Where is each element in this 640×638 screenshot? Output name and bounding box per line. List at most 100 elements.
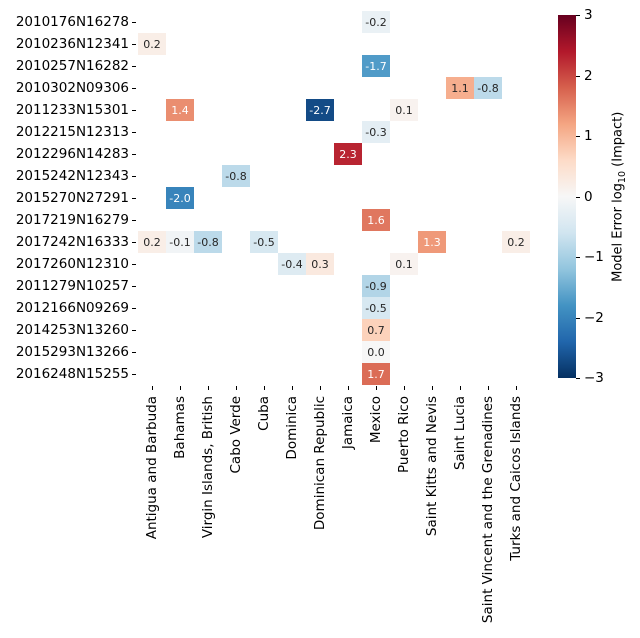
y-tick [132, 220, 136, 221]
x-tick-label-text: Antigua and Barbuda [144, 396, 160, 540]
y-tick-label: 2010176N16278 [15, 14, 129, 30]
x-tick-label-text: Puerto Rico [396, 396, 412, 473]
y-tick [132, 66, 136, 67]
colorbar-tick-label: −2 [584, 309, 604, 326]
heatmap-cell: -0.8 [474, 77, 502, 99]
colorbar-tick [576, 75, 580, 77]
y-tick [132, 242, 136, 243]
colorbar-label: Model Error log10 (Impact) [602, 15, 636, 378]
y-tick-label: 2017219N16279 [15, 212, 129, 228]
colorbar-tick-label: 0 [584, 188, 593, 205]
x-tick-label-text: Cuba [256, 396, 272, 431]
y-tick-label: 2012296N14283 [15, 146, 129, 162]
colorbar-tick [576, 15, 580, 16]
x-tick-label-text: Dominica [284, 396, 300, 460]
y-tick [132, 286, 136, 287]
y-tick [132, 132, 136, 133]
y-tick-label: 2017242N16333 [15, 234, 129, 250]
heatmap-cell: 0.1 [390, 253, 418, 275]
heatmap-cell: 0.2 [502, 231, 530, 253]
y-tick-label: 2011279N10257 [15, 278, 129, 294]
colorbar-tick-label: −3 [584, 370, 604, 386]
x-tick-label-text: Saint Lucia [452, 396, 468, 471]
x-tick-label-text: Saint Vincent and the Grenadines [480, 396, 496, 624]
heatmap-cell: -0.4 [278, 253, 306, 275]
colorbar-tick-label: 2 [584, 67, 593, 84]
x-tick [348, 386, 349, 390]
colorbar-tick-label: 3 [584, 7, 593, 23]
heatmap-cell: -2.7 [306, 99, 334, 121]
y-tick-label: 2012215N12313 [15, 124, 129, 140]
colorbar-label-text: Model Error log10 (Impact) [610, 111, 628, 281]
colorbar-tick [576, 257, 580, 258]
x-tick [432, 386, 433, 390]
y-tick [132, 374, 136, 375]
x-tick-label-text: Bahamas [172, 396, 188, 459]
heatmap-cell: 0.0 [362, 341, 390, 363]
heatmap-cell: -0.8 [194, 231, 222, 253]
colorbar-tick [576, 196, 580, 198]
y-tick-label: 2010236N12341 [15, 36, 129, 52]
x-tick-label-text: Cabo Verde [228, 396, 244, 474]
y-tick [132, 22, 136, 23]
y-tick [132, 264, 136, 265]
x-tick [152, 386, 153, 390]
y-tick [132, 110, 136, 111]
heatmap-cell: 2.3 [334, 143, 362, 165]
heatmap-cell: 0.3 [306, 253, 334, 275]
heatmap-cell: -2.0 [166, 187, 194, 209]
y-tick [132, 308, 136, 309]
heatmap-cell: -0.9 [362, 275, 390, 297]
x-tick-label-text: Jamaica [340, 396, 356, 450]
x-tick-label-text: Turks and Caicos Islands [508, 396, 524, 561]
colorbar-tick-label: −1 [584, 249, 604, 265]
x-tick [264, 386, 265, 390]
heatmap-cell: 1.1 [446, 77, 474, 99]
colorbar-tick [576, 378, 580, 379]
x-tick-label-text: Dominican Republic [312, 396, 328, 531]
x-tick-label-text: Saint Kitts and Nevis [424, 396, 440, 537]
heatmap-cell: 1.3 [418, 231, 446, 253]
heatmap-cell: 0.1 [390, 99, 418, 121]
heatmap-cell: 0.7 [362, 319, 390, 341]
x-tick [320, 386, 321, 390]
x-tick [488, 386, 489, 390]
y-tick-label: 2015270N27291 [15, 190, 129, 206]
y-tick [132, 154, 136, 155]
y-tick [132, 198, 136, 199]
heatmap-cell: -1.7 [362, 55, 390, 77]
y-tick [132, 44, 136, 45]
colorbar-tick [576, 317, 580, 319]
colorbar-label-subscript: 10 [616, 170, 628, 183]
colorbar-tick-label: 1 [584, 128, 593, 144]
y-tick-label: 2016248N15255 [15, 366, 129, 382]
heatmap-cell: -0.5 [250, 231, 278, 253]
y-tick-label: 2010302N09306 [15, 80, 129, 96]
x-tick [292, 386, 293, 390]
y-tick [132, 176, 136, 177]
heatmap-cell: -0.3 [362, 121, 390, 143]
y-tick-label: 2017260N12310 [15, 256, 129, 272]
colorbar-tick [576, 136, 580, 137]
x-tick-label-text: Virgin Islands, British [200, 396, 216, 539]
x-tick [180, 386, 181, 390]
x-tick [236, 386, 237, 390]
y-tick-label: 2012166N09269 [15, 300, 129, 316]
colorbar [558, 15, 576, 378]
y-tick [132, 352, 136, 353]
x-tick [208, 386, 209, 390]
colorbar-label-prefix: Model Error log [610, 182, 626, 282]
colorbar-label-suffix: (Impact) [610, 111, 626, 171]
y-tick [132, 88, 136, 89]
heatmap-cell: -0.2 [362, 11, 390, 33]
heatmap-cell: -0.5 [362, 297, 390, 319]
heatmap-cell: -0.8 [222, 165, 250, 187]
heatmap-cell: 1.4 [166, 99, 194, 121]
y-tick-label: 2015242N12343 [15, 168, 129, 184]
y-tick-label: 2011233N15301 [15, 102, 129, 118]
heatmap-cell: 1.7 [362, 363, 390, 385]
y-tick-label: 2010257N16282 [15, 58, 129, 74]
x-tick [516, 386, 517, 390]
